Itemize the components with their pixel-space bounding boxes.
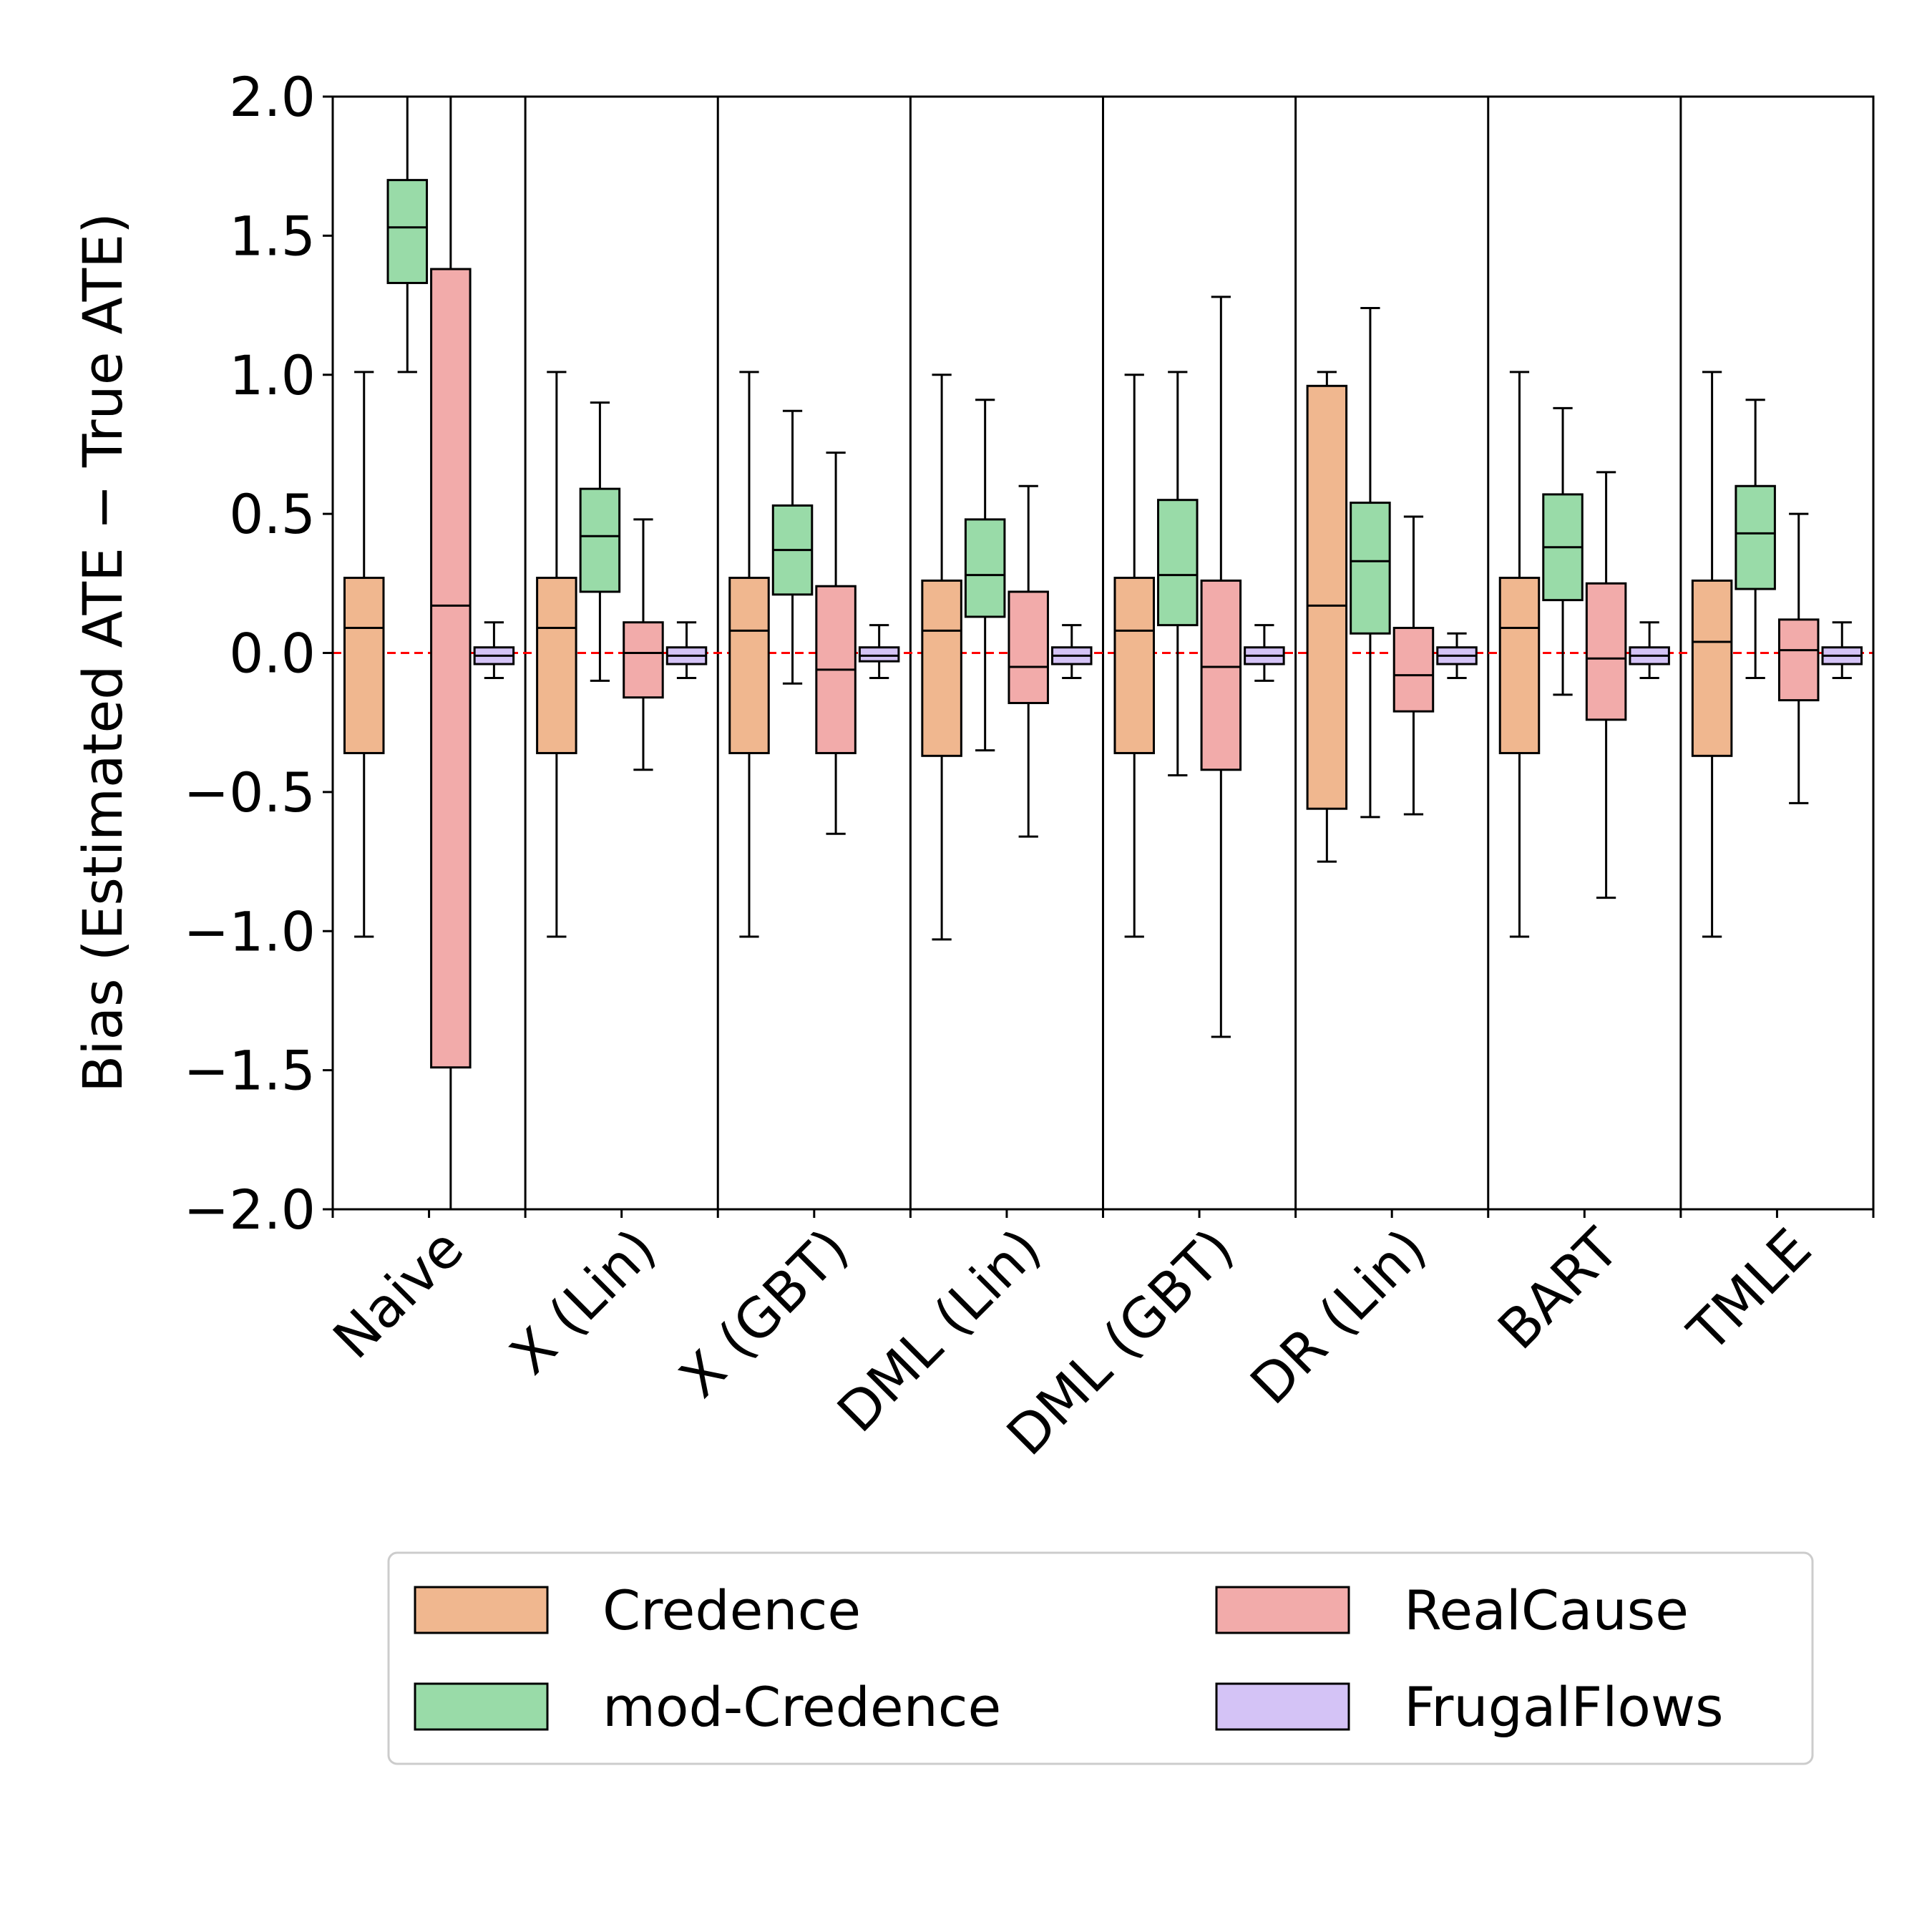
frugalflows-box-group bbox=[1244, 624, 1285, 682]
mod-credence-box bbox=[1735, 484, 1776, 590]
credence-box bbox=[536, 577, 577, 754]
frugalflows-box-group bbox=[473, 621, 515, 679]
credence-box bbox=[1691, 579, 1733, 757]
mod-credence-box-group bbox=[579, 401, 621, 682]
y-tick-label: 0.5 bbox=[229, 482, 316, 546]
legend-swatch bbox=[414, 1586, 549, 1634]
mod-credence-box-group bbox=[1157, 371, 1199, 777]
y-tick-label: −1.0 bbox=[183, 899, 316, 963]
credence-box bbox=[921, 579, 962, 757]
mod-credence-box-group bbox=[1735, 399, 1776, 679]
mod-credence-box bbox=[386, 179, 429, 284]
legend-label: Credence bbox=[602, 1579, 861, 1642]
realcause-box-group bbox=[1008, 484, 1049, 838]
realcause-box-group bbox=[430, 97, 472, 1209]
legend-swatch bbox=[1215, 1682, 1350, 1731]
y-axis-ticks: 2.0 1.5 1.0 0.5 0.0 −0.5 −1.0 −1.5 −2.0 bbox=[183, 65, 333, 1241]
frugalflows-box-group bbox=[1629, 621, 1670, 679]
legend-entry: RealCause bbox=[1215, 1579, 1689, 1642]
credence-box-group bbox=[1113, 374, 1155, 938]
credence-box-group bbox=[1306, 371, 1348, 863]
y-tick-label: −2.0 bbox=[183, 1178, 316, 1241]
legend-frame bbox=[387, 1551, 1814, 1765]
realcause-box bbox=[1392, 627, 1435, 713]
credence-box-group bbox=[1691, 371, 1733, 938]
credence-box-group bbox=[1498, 371, 1541, 938]
y-tick-label: 1.0 bbox=[229, 343, 316, 407]
credence-box bbox=[1306, 384, 1348, 810]
realcause-box bbox=[1200, 579, 1242, 771]
realcause-box-group bbox=[1585, 471, 1627, 899]
box-layer bbox=[343, 97, 1863, 1209]
y-tick-label: 2.0 bbox=[229, 65, 316, 129]
legend-label: mod-Credence bbox=[602, 1675, 1001, 1739]
realcause-box bbox=[1008, 590, 1049, 704]
frugalflows-box-group bbox=[1051, 624, 1093, 679]
legend-entry: Credence bbox=[414, 1579, 861, 1642]
mod-credence-box-group bbox=[964, 399, 1006, 752]
frugalflows-box-group bbox=[1821, 621, 1863, 679]
credence-box-group bbox=[536, 371, 577, 938]
credence-box-group bbox=[728, 371, 770, 938]
mod-credence-box-group bbox=[1350, 306, 1391, 819]
credence-box bbox=[728, 577, 770, 754]
realcause-box-group bbox=[815, 452, 857, 835]
realcause-box bbox=[1777, 618, 1820, 702]
credence-box bbox=[1113, 577, 1155, 754]
credence-box-group bbox=[343, 371, 385, 938]
realcause-box bbox=[623, 621, 664, 699]
mod-credence-box-group bbox=[386, 97, 429, 374]
y-tick-label: 1.5 bbox=[229, 204, 316, 268]
mod-credence-box-group bbox=[1542, 406, 1584, 696]
frugalflows-box bbox=[858, 646, 900, 663]
realcause-box bbox=[430, 268, 472, 1069]
realcause-box-group bbox=[1777, 512, 1820, 804]
realcause-box-group bbox=[1392, 515, 1435, 816]
y-tick-label: −1.5 bbox=[183, 1039, 316, 1103]
mod-credence-box bbox=[1157, 499, 1199, 627]
mod-credence-box-group bbox=[771, 409, 814, 685]
realcause-box-group bbox=[1200, 296, 1242, 1038]
legend-label: FrugalFlows bbox=[1404, 1675, 1724, 1739]
y-tick-label: −0.5 bbox=[183, 761, 316, 824]
legend-label: RealCause bbox=[1404, 1579, 1689, 1642]
legend-items: Credence mod-Credence RealCause FrugalFlows bbox=[414, 1579, 1724, 1739]
legend: Credence mod-Credence RealCause FrugalFlows bbox=[387, 1551, 1814, 1765]
y-axis-title: Bias (Estimated ATE − True ATE) bbox=[71, 213, 135, 1093]
mod-credence-box bbox=[1350, 502, 1391, 635]
legend-swatch bbox=[1215, 1586, 1350, 1634]
legend-entry: FrugalFlows bbox=[1215, 1675, 1724, 1739]
y-tick-label: 0.0 bbox=[229, 622, 316, 686]
legend-entry: mod-Credence bbox=[414, 1675, 1001, 1739]
mod-credence-box bbox=[579, 487, 621, 593]
legend-swatch bbox=[414, 1682, 549, 1731]
credence-box bbox=[343, 577, 385, 754]
mod-credence-box bbox=[964, 518, 1006, 618]
realcause-box bbox=[1585, 582, 1627, 721]
frugalflows-box-group bbox=[1436, 632, 1478, 679]
credence-box bbox=[1498, 577, 1541, 754]
credence-box-group bbox=[921, 374, 962, 941]
realcause-box-group bbox=[623, 518, 664, 771]
frugalflows-box-group bbox=[665, 621, 708, 679]
frugalflows-box-group bbox=[858, 624, 900, 679]
